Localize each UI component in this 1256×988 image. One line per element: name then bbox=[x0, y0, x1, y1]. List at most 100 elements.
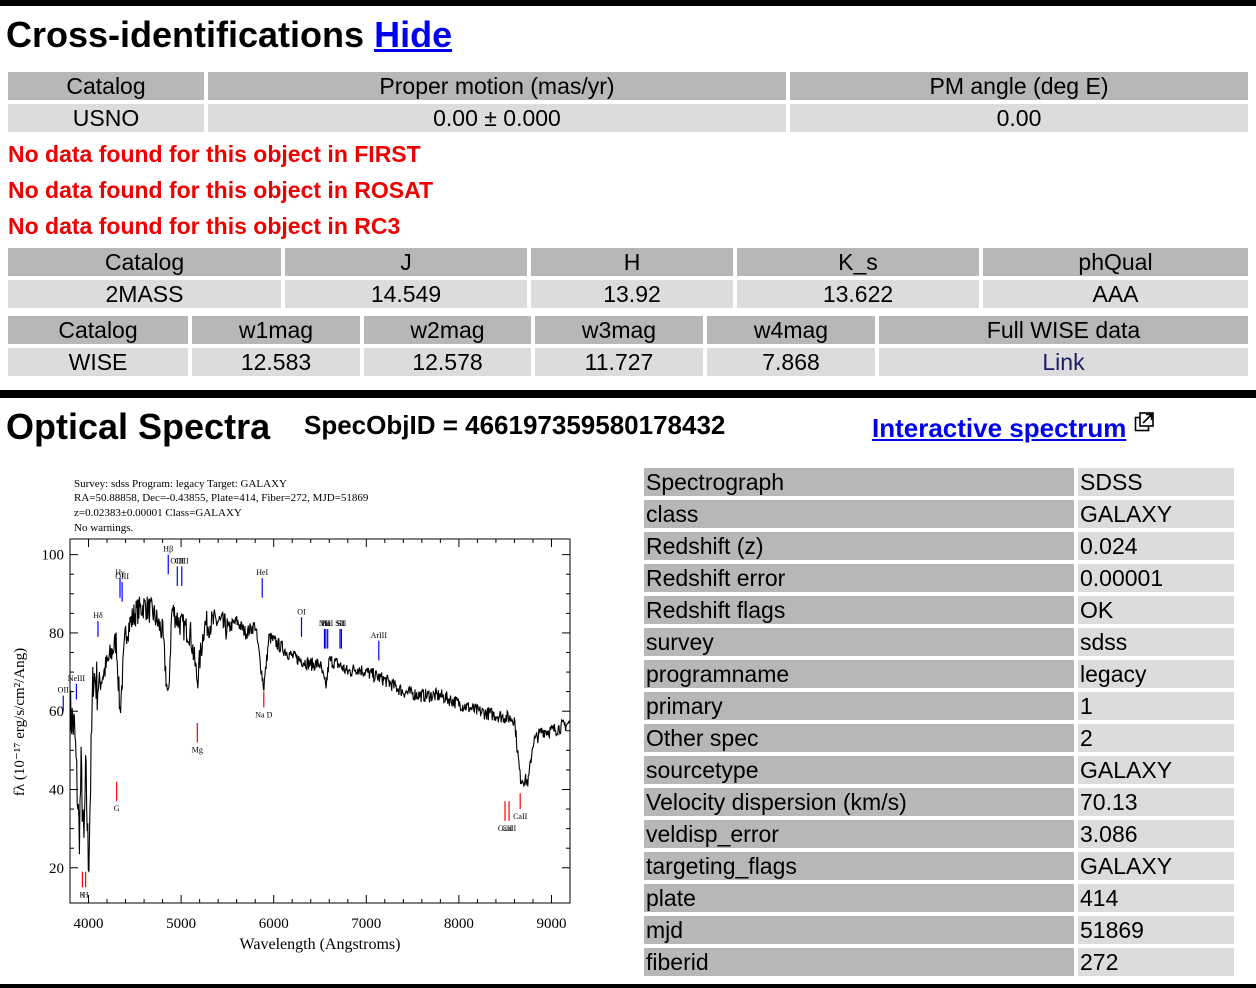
spectrum-properties-table: Spectrograph SDSS class GALAXY Redshift (z) 0… bbox=[640, 464, 1238, 980]
emission-line-label: NII bbox=[319, 619, 330, 628]
property-name: Other spec bbox=[644, 724, 1074, 752]
x-tick-label: 6000 bbox=[259, 916, 289, 932]
table-cell: AAA bbox=[983, 280, 1248, 308]
property-value: 51869 bbox=[1078, 916, 1234, 944]
table-header-row: Catalog w1mag w2mag w3mag w4mag Full WIS… bbox=[8, 316, 1248, 344]
property-value: 0.024 bbox=[1078, 532, 1234, 560]
table-cell: 0.00 bbox=[790, 104, 1248, 132]
table-row: mjd 51869 bbox=[644, 916, 1234, 944]
y-tick-label: 60 bbox=[49, 704, 64, 720]
property-value: GALAXY bbox=[1078, 852, 1234, 880]
absorption-line-label: CaII bbox=[498, 824, 513, 833]
table-cell: 13.92 bbox=[531, 280, 733, 308]
cross-identifications-heading: Cross-identifications Hide bbox=[6, 14, 452, 56]
table-header: Catalog bbox=[8, 72, 204, 100]
table-header: w1mag bbox=[192, 316, 360, 344]
x-tick-label: 7000 bbox=[351, 916, 381, 932]
external-link-icon[interactable] bbox=[1134, 412, 1154, 432]
no-data-first-message: No data found for this object in FIRST bbox=[8, 141, 421, 167]
table-header: J bbox=[285, 248, 527, 276]
property-value: GALAXY bbox=[1078, 756, 1234, 784]
table-header: H bbox=[531, 248, 733, 276]
spectrum-plot[interactable]: Survey: sdss Program: legacy Target: GAL… bbox=[0, 462, 600, 968]
emission-line-label: Hβ bbox=[163, 545, 173, 554]
emission-line-label: NII bbox=[322, 619, 333, 628]
x-axis-label: Wavelength (Angstroms) bbox=[240, 936, 401, 953]
property-value: 3.086 bbox=[1078, 820, 1234, 848]
specobjid-label: SpecObjID = 466197359580178432 bbox=[304, 410, 726, 440]
plot-header-line4: No warnings. bbox=[74, 522, 134, 534]
table-header-row: Catalog J H K_s phQual bbox=[8, 248, 1248, 276]
x-tick-label: 4000 bbox=[74, 916, 104, 932]
emission-line-label: SII bbox=[336, 619, 346, 628]
y-tick-label: 40 bbox=[49, 782, 64, 798]
no-data-rosat-message: No data found for this object in ROSAT bbox=[8, 177, 434, 203]
property-value: legacy bbox=[1078, 660, 1234, 688]
emission-line-label: Hα bbox=[321, 619, 332, 628]
tick-labels: 4000 5000 6000 7000 8000 9000 20 40 60 80 100 bbox=[42, 548, 567, 932]
hide-link[interactable]: Hide bbox=[374, 14, 453, 55]
emission-line-label: Hγ bbox=[115, 568, 125, 577]
table-row: Spectrograph SDSS bbox=[644, 468, 1234, 496]
table-row: Other spec 2 bbox=[644, 724, 1234, 752]
table-header: phQual bbox=[983, 248, 1248, 276]
plot-header-line2: RA=50.88858, Dec=-0.43855, Plate=414, Fi… bbox=[74, 492, 369, 504]
table-cell: 13.622 bbox=[737, 280, 979, 308]
axis-ticks bbox=[70, 539, 570, 903]
table-row: Redshift (z) 0.024 bbox=[644, 532, 1234, 560]
y-tick-label: 80 bbox=[49, 626, 64, 642]
table-row: class GALAXY bbox=[644, 500, 1234, 528]
absorption-line-label: H bbox=[83, 890, 89, 899]
plot-header-line1: Survey: sdss Program: legacy Target: GAL… bbox=[74, 478, 287, 490]
property-value: 70.13 bbox=[1078, 788, 1234, 816]
absorption-line-label: G bbox=[114, 804, 120, 813]
cross-identifications-title: Cross-identifications bbox=[6, 14, 365, 55]
usno-table: Catalog Proper motion (mas/yr) PM angle … bbox=[4, 68, 1252, 136]
property-name: survey bbox=[644, 628, 1074, 656]
interactive-spectrum-link[interactable]: Interactive spectrum bbox=[872, 413, 1127, 443]
y-tick-label: 100 bbox=[42, 548, 65, 564]
table-row: plate 414 bbox=[644, 884, 1234, 912]
property-value: GALAXY bbox=[1078, 500, 1234, 528]
property-name: veldisp_error bbox=[644, 820, 1074, 848]
twomass-table: Catalog J H K_s phQual 2MASS 14.549 13.9… bbox=[4, 244, 1252, 312]
property-name: primary bbox=[644, 692, 1074, 720]
table-cell: WISE bbox=[8, 348, 188, 376]
table-header: PM angle (deg E) bbox=[790, 72, 1248, 100]
full-wise-data-link[interactable]: Link bbox=[879, 348, 1248, 376]
property-name: Redshift error bbox=[644, 564, 1074, 592]
absorption-line-label: CaII bbox=[502, 824, 517, 833]
absorption-line-label: Mg bbox=[192, 746, 203, 755]
property-value: OK bbox=[1078, 596, 1234, 624]
table-row: WISE 12.583 12.578 11.727 7.868 Link bbox=[8, 348, 1248, 376]
table-header: w3mag bbox=[535, 316, 703, 344]
property-name: targeting_flags bbox=[644, 852, 1074, 880]
emission-line-label: ArIII bbox=[371, 631, 388, 640]
property-name: Redshift (z) bbox=[644, 532, 1074, 560]
y-axis-label: fλ (10⁻¹⁷ erg/s/cm²/Ang) bbox=[12, 648, 28, 796]
x-tick-label: 5000 bbox=[166, 916, 196, 932]
absorption-line-label: Na D bbox=[255, 710, 272, 719]
property-value: 2 bbox=[1078, 724, 1234, 752]
emission-line-label: SII bbox=[335, 619, 345, 628]
table-row: programname legacy bbox=[644, 660, 1234, 688]
absorption-line-label: CaII bbox=[513, 812, 528, 821]
table-cell: 12.578 bbox=[364, 348, 531, 376]
table-header: K_s bbox=[737, 248, 979, 276]
property-value: sdss bbox=[1078, 628, 1234, 656]
property-value: 414 bbox=[1078, 884, 1234, 912]
emission-line-label: OIII bbox=[175, 556, 189, 565]
table-row: Redshift flags OK bbox=[644, 596, 1234, 624]
emission-line-label: OI bbox=[297, 607, 306, 616]
table-header: Catalog bbox=[8, 248, 281, 276]
plot-header-line3: z=0.02383±0.00001 Class=GALAXY bbox=[74, 507, 242, 519]
property-name: fiberid bbox=[644, 948, 1074, 976]
property-name: programname bbox=[644, 660, 1074, 688]
property-name: class bbox=[644, 500, 1074, 528]
plot-frame bbox=[69, 538, 571, 904]
table-row: Velocity dispersion (km/s) 70.13 bbox=[644, 788, 1234, 816]
emission-line-label: NeIII bbox=[68, 674, 86, 683]
table-header: Full WISE data bbox=[879, 316, 1248, 344]
bottom-divider bbox=[0, 984, 1256, 988]
